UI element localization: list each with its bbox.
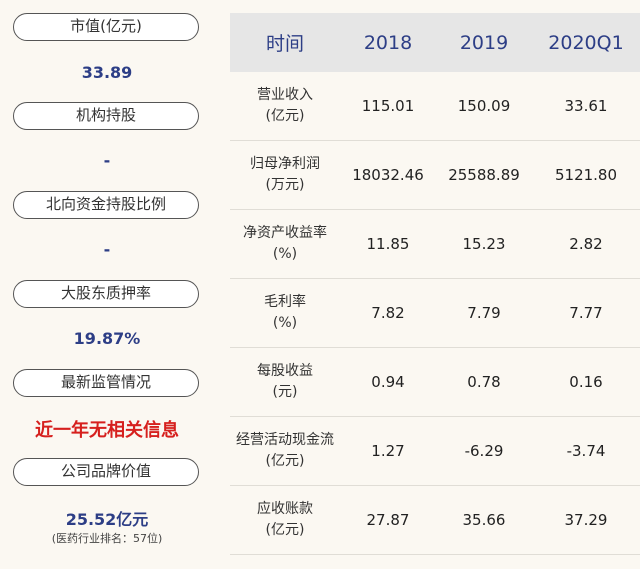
table-row: 净资产收益率 (%) 11.85 15.23 2.82 <box>230 210 640 279</box>
header-2019: 2019 <box>459 31 509 54</box>
cell-value: -6.29 <box>464 442 504 460</box>
cell-value: 35.66 <box>462 511 506 529</box>
cell-value: 115.01 <box>361 97 415 115</box>
brand-value-amount: 25.52亿元 <box>65 510 149 529</box>
cell-value: 25588.89 <box>448 166 520 184</box>
table-row: 营业收入 (亿元) 115.01 150.09 33.61 <box>230 72 640 141</box>
table-row: 每股收益 (元) 0.94 0.78 0.16 <box>230 348 640 417</box>
cell-value: 0.78 <box>467 373 501 391</box>
header-2018: 2018 <box>363 31 413 54</box>
cell-value: 33.61 <box>564 97 608 115</box>
institution-holding-value: - <box>103 151 111 170</box>
brand-value-label: 公司品牌价值 <box>13 458 199 486</box>
row-label: 毛利率 (%) <box>264 294 306 331</box>
row-label: 每股收益 (元) <box>257 363 313 400</box>
table-row: 应收账款 (亿元) 27.87 35.66 37.29 <box>230 486 640 555</box>
cell-value: 7.82 <box>371 304 405 322</box>
financial-table: 时间 2018 2019 2020Q1 营业收入 (亿元) 115.01 150.… <box>230 13 640 555</box>
cell-value: 0.16 <box>569 373 603 391</box>
regulation-value: 近一年无相关信息 <box>35 420 179 441</box>
cell-value: 1.27 <box>371 442 405 460</box>
cell-value: 150.09 <box>457 97 511 115</box>
market-cap-label: 市值(亿元) <box>13 13 199 41</box>
cell-value: 7.79 <box>467 304 501 322</box>
cell-value: 11.85 <box>366 235 410 253</box>
brand-rank-note: (医药行业排名：57位) <box>51 532 163 545</box>
cell-value: 2.82 <box>569 235 603 253</box>
market-cap-value: 33.89 <box>81 63 133 82</box>
pledge-ratio-value: 19.87% <box>73 329 141 348</box>
header-2020q1: 2020Q1 <box>548 31 624 54</box>
cell-value: -3.74 <box>566 442 606 460</box>
cell-value: 5121.80 <box>554 166 618 184</box>
northbound-ratio-value: - <box>103 240 111 259</box>
northbound-ratio-label: 北向资金持股比例 <box>13 191 199 219</box>
cell-value: 7.77 <box>569 304 603 322</box>
regulation-label: 最新监管情况 <box>13 369 199 397</box>
table-row: 归母净利润 (万元) 18032.46 25588.89 5121.80 <box>230 141 640 210</box>
row-label: 营业收入 (亿元) <box>257 87 313 124</box>
row-label: 净资产收益率 (%) <box>243 225 327 262</box>
cell-value: 0.94 <box>371 373 405 391</box>
cell-value: 18032.46 <box>352 166 424 184</box>
cell-value: 15.23 <box>462 235 506 253</box>
row-label: 经营活动现金流 (亿元) <box>236 432 334 469</box>
left-panel: 市值(亿元) 33.89 机构持股 - 北向资金持股比例 - 大股东质押率 19… <box>0 0 220 569</box>
cell-value: 27.87 <box>366 511 410 529</box>
table-row: 毛利率 (%) 7.82 7.79 7.77 <box>230 279 640 348</box>
header-time: 时间 <box>265 33 304 55</box>
table-header: 时间 2018 2019 2020Q1 <box>230 13 640 72</box>
table-row: 经营活动现金流 (亿元) 1.27 -6.29 -3.74 <box>230 417 640 486</box>
pledge-ratio-label: 大股东质押率 <box>13 280 199 308</box>
row-label: 应收账款 (亿元) <box>257 501 313 538</box>
institution-holding-label: 机构持股 <box>13 102 199 130</box>
row-label: 归母净利润 (万元) <box>250 156 320 193</box>
brand-value: 25.52亿元 (医药行业排名：57位) <box>0 506 214 546</box>
cell-value: 37.29 <box>564 511 608 529</box>
